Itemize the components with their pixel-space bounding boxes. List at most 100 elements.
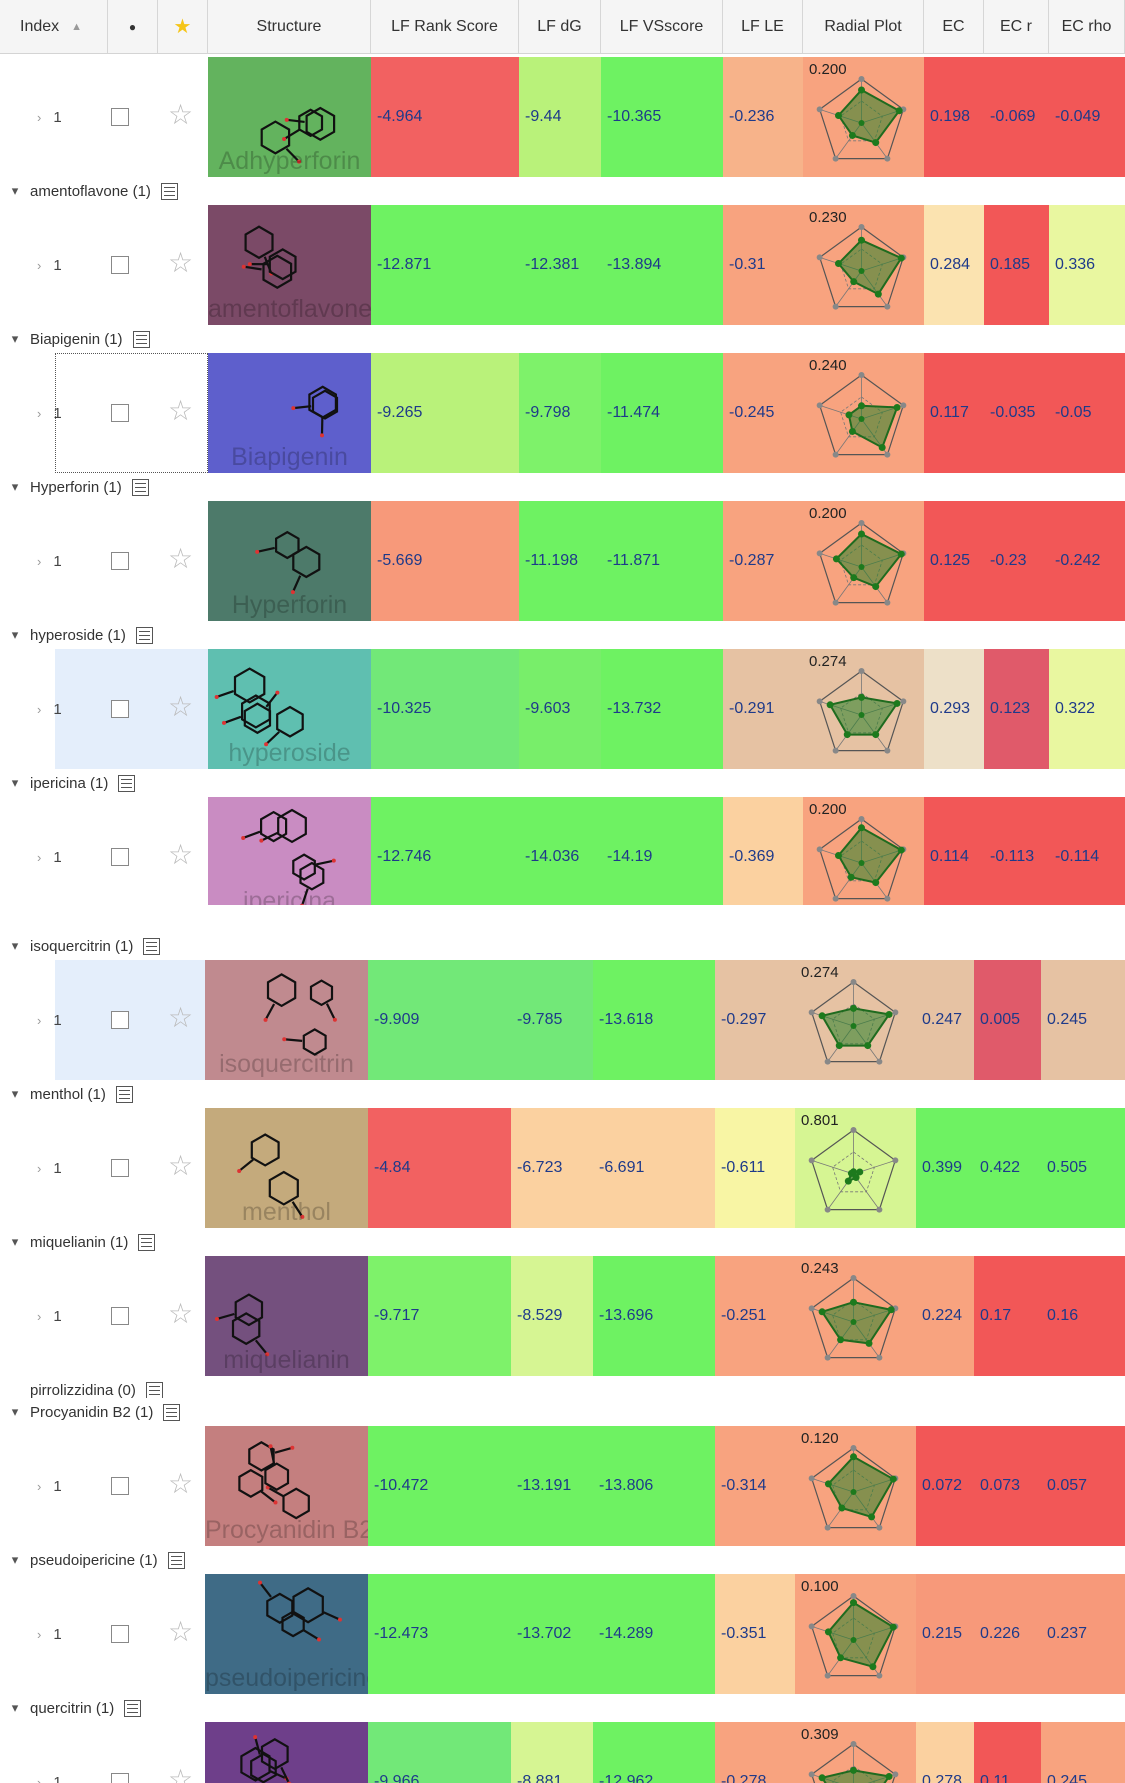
row-index[interactable]: › 1 bbox=[0, 1722, 108, 1783]
vsscore-cell[interactable]: -13.696 bbox=[593, 1256, 715, 1376]
chevron-down-icon[interactable]: ▾ bbox=[11, 1552, 19, 1567]
dg-cell[interactable]: -6.723 bbox=[511, 1108, 593, 1228]
dg-cell[interactable]: -13.702 bbox=[511, 1574, 593, 1694]
ec-rho-cell[interactable]: -0.114 bbox=[1049, 797, 1125, 905]
table-row[interactable]: › 1 ☆ menthol -4.84 -6.723 -6.691 -0.611 0.801 0.… bbox=[0, 1108, 1125, 1228]
chevron-down-icon[interactable]: ▾ bbox=[11, 938, 19, 953]
chevron-down-icon[interactable]: ▾ bbox=[11, 1086, 19, 1101]
list-details-icon[interactable] bbox=[160, 182, 178, 200]
radial-plot[interactable]: 0.274 bbox=[795, 960, 916, 1080]
row-checkbox[interactable] bbox=[111, 848, 129, 866]
ec-cell[interactable]: 0.399 bbox=[916, 1108, 974, 1228]
ec-rho-cell[interactable]: 0.245 bbox=[1041, 960, 1125, 1080]
structure-image[interactable]: Procyanidin B2 bbox=[205, 1426, 368, 1546]
group-header[interactable]: ▾ amentoflavone (1) bbox=[0, 177, 1125, 205]
rank-score-cell[interactable]: -12.746 bbox=[371, 797, 519, 905]
ec-cell[interactable]: 0.114 bbox=[924, 797, 984, 905]
ec-r-cell[interactable]: 0.226 bbox=[974, 1574, 1041, 1694]
ec-cell[interactable]: 0.224 bbox=[916, 1256, 974, 1376]
chevron-right-icon[interactable]: › bbox=[37, 257, 42, 273]
rank-score-cell[interactable]: -5.669 bbox=[371, 501, 519, 621]
favorite-star-icon[interactable]: ☆ bbox=[168, 691, 194, 722]
table-row[interactable]: › 1 ☆ Adhyperforin -4.964 -9.44 -10.365 -0.236 0… bbox=[0, 57, 1125, 177]
chevron-down-icon[interactable]: ▾ bbox=[11, 331, 19, 346]
structure-image[interactable]: ipericina bbox=[208, 797, 371, 905]
table-row[interactable]: › 1 ☆ pseudoipericine -12.473 -13.702 -14.289-… bbox=[0, 1574, 1125, 1694]
radial-plot[interactable]: 0.230 bbox=[803, 205, 924, 325]
row-index[interactable]: › 1 bbox=[0, 205, 108, 325]
le-cell[interactable]: -0.251 bbox=[715, 1256, 795, 1376]
vsscore-cell[interactable]: -6.691 bbox=[593, 1108, 715, 1228]
favorite-star-icon[interactable]: ☆ bbox=[168, 1002, 194, 1033]
chevron-right-icon[interactable]: › bbox=[37, 1774, 42, 1783]
le-cell[interactable]: -0.314 bbox=[715, 1426, 795, 1546]
row-index[interactable]: › 1 bbox=[0, 1574, 108, 1694]
rank-score-cell[interactable]: -4.84 bbox=[368, 1108, 511, 1228]
vsscore-cell[interactable]: -11.474 bbox=[601, 353, 723, 473]
list-details-icon[interactable] bbox=[124, 1699, 142, 1717]
chevron-right-icon[interactable]: › bbox=[37, 701, 42, 717]
rank-score-cell[interactable]: -12.871 bbox=[371, 205, 519, 325]
list-details-icon[interactable] bbox=[131, 478, 149, 496]
vsscore-cell[interactable]: -10.365 bbox=[601, 57, 723, 177]
row-checkbox[interactable] bbox=[111, 1011, 129, 1029]
dg-cell[interactable]: -9.785 bbox=[511, 960, 593, 1080]
column-header-le[interactable]: LF LE bbox=[723, 0, 803, 53]
row-index[interactable]: › 1 bbox=[0, 353, 108, 473]
le-cell[interactable]: -0.369 bbox=[723, 797, 803, 905]
row-index[interactable]: › 1 bbox=[0, 1108, 108, 1228]
favorite-star-icon[interactable]: ☆ bbox=[168, 247, 194, 278]
chevron-down-icon[interactable]: ▾ bbox=[11, 627, 19, 642]
favorite-star-icon[interactable]: ☆ bbox=[168, 543, 194, 574]
radial-plot[interactable]: 0.100 bbox=[795, 1574, 916, 1694]
group-header[interactable]: ▾ miquelianin (1) bbox=[0, 1228, 1125, 1256]
list-details-icon[interactable] bbox=[138, 1233, 156, 1251]
favorite-star-icon[interactable]: ☆ bbox=[168, 395, 194, 426]
le-cell[interactable]: -0.611 bbox=[715, 1108, 795, 1228]
radial-plot[interactable]: 0.200 bbox=[803, 797, 924, 905]
vsscore-cell[interactable]: -13.806 bbox=[593, 1426, 715, 1546]
le-cell[interactable]: -0.291 bbox=[723, 649, 803, 769]
list-details-icon[interactable] bbox=[145, 1381, 163, 1399]
column-header-ec-rho[interactable]: EC rho bbox=[1049, 0, 1125, 53]
vsscore-cell[interactable]: -14.289 bbox=[593, 1574, 715, 1694]
favorite-star-icon[interactable]: ☆ bbox=[168, 99, 194, 130]
row-checkbox[interactable] bbox=[111, 256, 129, 274]
ec-cell[interactable]: 0.278 bbox=[916, 1722, 974, 1783]
favorite-star-icon[interactable]: ☆ bbox=[168, 1764, 194, 1783]
column-header-ec[interactable]: EC bbox=[924, 0, 984, 53]
structure-image[interactable]: Hyperforin bbox=[208, 501, 371, 621]
chevron-right-icon[interactable]: › bbox=[37, 1160, 42, 1176]
row-checkbox[interactable] bbox=[111, 552, 129, 570]
le-cell[interactable]: -0.245 bbox=[723, 353, 803, 473]
dg-cell[interactable]: -12.381 bbox=[519, 205, 601, 325]
chevron-down-icon[interactable]: ▾ bbox=[11, 1700, 19, 1715]
vsscore-cell[interactable]: -14.19 bbox=[601, 797, 723, 905]
dg-cell[interactable]: -9.44 bbox=[519, 57, 601, 177]
vsscore-cell[interactable]: -13.894 bbox=[601, 205, 723, 325]
column-header-dg[interactable]: LF dG bbox=[519, 0, 601, 53]
chevron-right-icon[interactable]: › bbox=[37, 1012, 42, 1028]
dg-cell[interactable]: -8.529 bbox=[511, 1256, 593, 1376]
ec-r-cell[interactable]: -0.23 bbox=[984, 501, 1049, 621]
favorite-star-icon[interactable]: ☆ bbox=[168, 1150, 194, 1181]
structure-image[interactable]: miquelianin bbox=[205, 1256, 368, 1376]
structure-image[interactable]: menthol bbox=[205, 1108, 368, 1228]
ec-r-cell[interactable]: -0.113 bbox=[984, 797, 1049, 905]
table-row[interactable]: › 1 ☆ Biapigenin -9.265 -9.798 -11.474 -0.245 0.… bbox=[0, 353, 1125, 473]
radial-plot[interactable]: 0.274 bbox=[803, 649, 924, 769]
radial-plot[interactable]: 0.200 bbox=[803, 501, 924, 621]
ec-rho-cell[interactable]: -0.049 bbox=[1049, 57, 1125, 177]
list-details-icon[interactable] bbox=[163, 1403, 181, 1421]
ec-rho-cell[interactable]: 0.237 bbox=[1041, 1574, 1125, 1694]
structure-image[interactable]: isoquercitrin bbox=[205, 960, 368, 1080]
radial-plot[interactable]: 0.309 bbox=[795, 1722, 916, 1783]
structure-image[interactable]: hyperoside bbox=[208, 649, 371, 769]
table-row[interactable]: › 1 ☆ ipericina -12.746 -14.036 -14.19 -0.369 0.… bbox=[0, 797, 1125, 905]
column-header-selection[interactable]: ● bbox=[108, 0, 158, 53]
ec-cell[interactable]: 0.072 bbox=[916, 1426, 974, 1546]
chevron-down-icon[interactable]: ▾ bbox=[11, 479, 19, 494]
ec-cell[interactable]: 0.117 bbox=[924, 353, 984, 473]
row-checkbox[interactable] bbox=[111, 1159, 129, 1177]
structure-image[interactable]: amentoflavone bbox=[208, 205, 371, 325]
